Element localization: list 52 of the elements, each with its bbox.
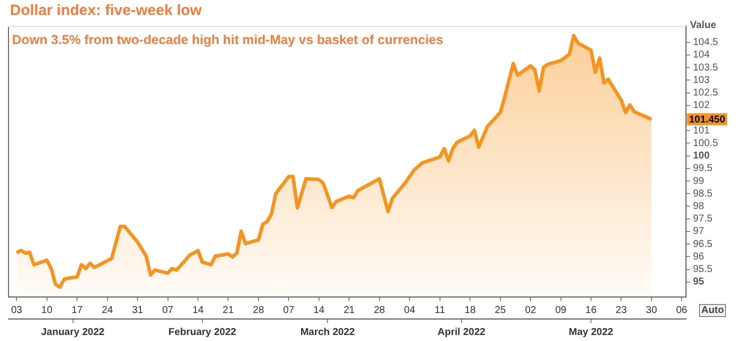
x2-tick-label: January 2022 bbox=[41, 326, 105, 338]
y-tick-label: 96 bbox=[693, 251, 705, 262]
x2-tick-label: February 2022 bbox=[168, 326, 237, 338]
y-tick-label: 102.5 bbox=[693, 88, 718, 99]
x-tick-label: 09 bbox=[555, 304, 567, 316]
x-tick-label: 04 bbox=[404, 304, 416, 316]
y-tick-label: 97.5 bbox=[693, 214, 713, 225]
text: 101.450 bbox=[689, 114, 726, 126]
x-tick-label: 07 bbox=[283, 304, 295, 316]
y-tick-label: 104.5 bbox=[693, 37, 718, 48]
y-tick-label: 103 bbox=[693, 74, 710, 86]
x2-tick-label: April 2022 bbox=[438, 326, 486, 338]
x-tick-label: 30 bbox=[646, 304, 658, 316]
x-tick-label: 31 bbox=[132, 304, 144, 316]
y-tick-label: 98 bbox=[693, 200, 705, 212]
text: Auto bbox=[699, 304, 726, 317]
y-tick-label: 104 bbox=[693, 50, 710, 61]
chart-title: Dollar index: five-week low bbox=[10, 2, 202, 19]
y-tick-label: 98.5 bbox=[693, 188, 713, 200]
x-tick-label: 28 bbox=[374, 304, 386, 316]
x-tick-label: 21 bbox=[222, 304, 234, 316]
x-tick-label: 16 bbox=[585, 304, 597, 316]
y-axis-title: Value bbox=[690, 20, 717, 31]
x-tick-label: 11 bbox=[434, 304, 446, 316]
x2-tick-label: March 2022 bbox=[300, 326, 356, 338]
x-tick-label: 10 bbox=[41, 304, 53, 316]
y-tick-label: 103.5 bbox=[693, 62, 718, 74]
x-tick-label: 06 bbox=[676, 304, 688, 316]
x-tick-label: 03 bbox=[11, 304, 23, 316]
x-tick-label: 25 bbox=[494, 304, 506, 316]
y-tick-label: 101 bbox=[693, 125, 710, 136]
x-tick-label: 23 bbox=[616, 304, 628, 316]
x-tick-label: 28 bbox=[252, 304, 264, 316]
x-tick-label: 14 bbox=[192, 304, 204, 316]
y-tick-label: 96.5 bbox=[693, 238, 713, 250]
x-tick-label: 21 bbox=[344, 304, 356, 316]
y-tick-label: 100 bbox=[693, 150, 710, 162]
y-tick-label: 97 bbox=[693, 226, 705, 238]
x-tick-label: 24 bbox=[102, 304, 114, 316]
y-tick-label: 102 bbox=[693, 100, 710, 112]
y-tick-label: 99 bbox=[693, 176, 705, 187]
y-tick-label: 95 bbox=[693, 276, 705, 288]
x-tick-label: 17 bbox=[72, 304, 84, 316]
y-tick-label: 95.5 bbox=[693, 264, 713, 276]
x-tick-label: 18 bbox=[464, 304, 476, 316]
y-tick-label: 100.5 bbox=[693, 138, 718, 149]
x-tick-label: 07 bbox=[162, 304, 174, 316]
x-tick-label: 02 bbox=[524, 304, 537, 316]
y-tick-label: 99.5 bbox=[693, 163, 713, 174]
x2-tick-label: May 2022 bbox=[568, 326, 614, 338]
x-tick-label: 14 bbox=[313, 304, 325, 316]
text: Down 3.5% from two-decade high hit mid-May vs basket of currencies bbox=[12, 32, 444, 48]
